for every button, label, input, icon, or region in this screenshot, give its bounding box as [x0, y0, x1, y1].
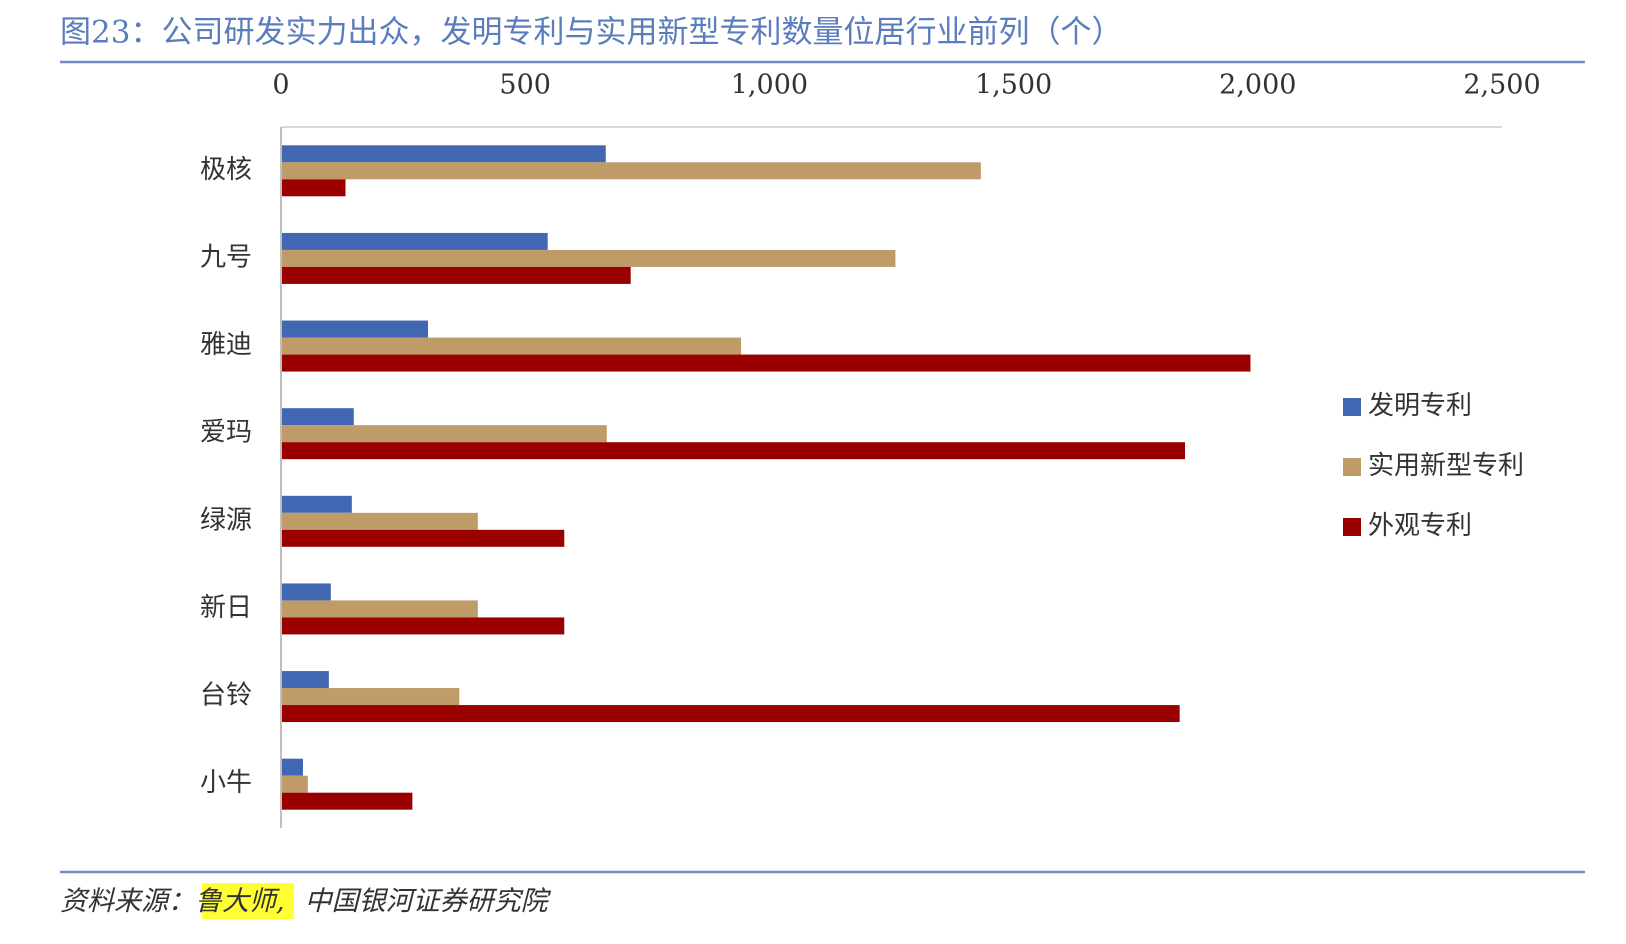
bar — [281, 442, 1186, 460]
legend-swatch — [1343, 398, 1361, 416]
bar — [281, 775, 308, 793]
x-tick-label: 0 — [272, 70, 289, 101]
source-highlight: 鲁大师, — [195, 886, 285, 917]
source-rest: 中国银河证券研究院 — [305, 886, 552, 917]
bar — [281, 617, 565, 635]
bar — [281, 495, 352, 513]
source: 资料来源：鲁大师, 中国银河证券研究院 — [60, 886, 552, 917]
bar — [281, 512, 478, 530]
source-prefix: 资料来源： — [60, 886, 195, 917]
bar — [281, 266, 631, 284]
bar — [281, 162, 981, 180]
bar — [281, 425, 607, 443]
legend-label: 实用新型专利 — [1368, 451, 1524, 481]
bar — [281, 249, 896, 267]
bar — [281, 179, 346, 197]
x-tick-label: 500 — [499, 70, 551, 101]
y-tick-label: 爱玛 — [200, 418, 252, 448]
x-tick-label: 1,500 — [975, 70, 1052, 101]
legend-swatch — [1343, 458, 1361, 476]
bar — [281, 145, 606, 163]
y-tick-label: 极核 — [200, 155, 252, 185]
bar — [281, 705, 1180, 723]
bar — [281, 671, 329, 689]
bar — [281, 600, 478, 618]
x-tick-label: 2,000 — [1219, 70, 1296, 101]
bar — [281, 758, 303, 776]
x-tick-label: 1,000 — [731, 70, 808, 101]
y-tick-label: 九号 — [200, 242, 252, 272]
y-tick-label: 新日 — [200, 593, 252, 623]
bar — [281, 529, 565, 547]
legend-label: 外观专利 — [1368, 511, 1472, 541]
bar — [281, 320, 429, 338]
legend-label: 发明专利 — [1368, 391, 1472, 421]
bar — [281, 792, 413, 810]
bar — [281, 337, 742, 355]
highlight — [202, 883, 294, 919]
y-tick-label: 绿源 — [200, 505, 252, 535]
bar — [281, 232, 548, 250]
bar — [281, 408, 354, 426]
y-tick-label: 雅迪 — [200, 330, 252, 360]
bar — [281, 688, 460, 706]
y-tick-label: 小牛 — [200, 768, 252, 798]
bar — [281, 583, 331, 601]
x-tick-label: 2,500 — [1463, 70, 1540, 101]
chart-title: 图23：公司研发实力出众，发明专利与实用新型专利数量位居行业前列（个） — [60, 15, 1122, 51]
legend-swatch — [1343, 518, 1361, 536]
y-tick-label: 台铃 — [200, 681, 252, 711]
bar — [281, 354, 1251, 372]
